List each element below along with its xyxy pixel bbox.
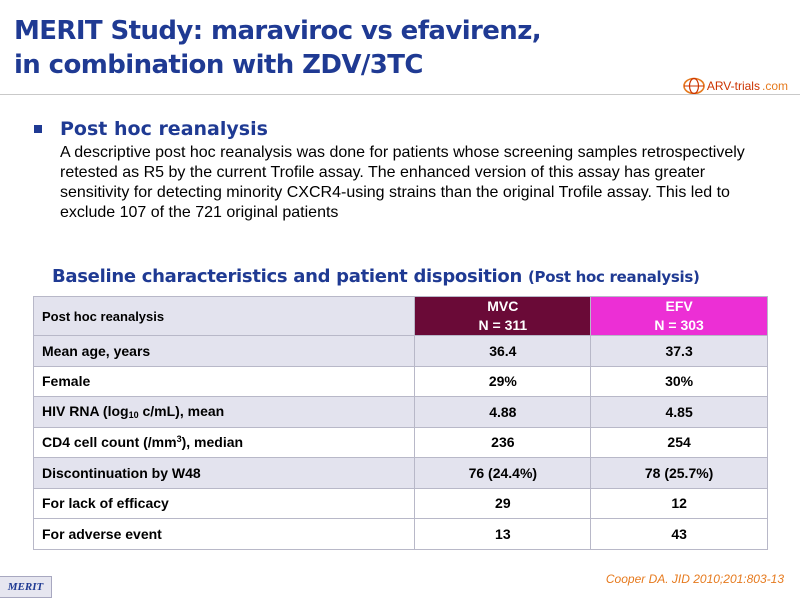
- table-row: Mean age, years 36.4 37.3: [32, 335, 768, 367]
- logo-text: ARV-trials: [706, 79, 760, 93]
- logo-domain: .com: [761, 79, 788, 93]
- row-mvc-value: 236: [414, 426, 592, 458]
- globe-icon: [683, 77, 705, 95]
- row-efv-value: 254: [590, 426, 768, 458]
- row-label: For adverse event: [32, 518, 416, 550]
- header-label-cell: Post hoc reanalysis: [32, 296, 416, 336]
- header-mvc-cell: MVC N = 311: [414, 296, 592, 336]
- table-header-row: Post hoc reanalysis MVC N = 311 EFV N = …: [32, 296, 768, 336]
- table-row: HIV RNA (log10 c/mL), mean 4.88 4.85: [32, 396, 768, 428]
- row-mvc-value: 76 (24.4%): [414, 457, 592, 489]
- row-label: Mean age, years: [32, 335, 416, 367]
- title-divider: [0, 94, 800, 95]
- table-row: Female 29% 30%: [32, 365, 768, 397]
- slide-title: MERIT Study: maraviroc vs efavirenz, in …: [14, 14, 574, 82]
- row-label: Female: [32, 365, 416, 397]
- row-efv-value: 30%: [590, 365, 768, 397]
- row-efv-value: 12: [590, 487, 768, 519]
- row-efv-value: 78 (25.7%): [590, 457, 768, 489]
- arv-trials-logo: ARV-trials .com: [683, 76, 788, 96]
- section-title-sub: (Post hoc reanalysis): [527, 268, 700, 286]
- row-label: Discontinuation by W48: [32, 457, 416, 489]
- slide-title-line-2: in combination with ZDV/3TC: [14, 50, 423, 80]
- row-mvc-value: 29: [414, 487, 592, 519]
- header-efv-name: EFV: [665, 298, 693, 314]
- bullet-body-text: A descriptive post hoc reanalysis was do…: [60, 144, 745, 221]
- bullet-heading: Post hoc reanalysis: [60, 118, 268, 140]
- table-section-title: Baseline characteristics and patient dis…: [52, 266, 700, 287]
- row-mvc-value: 29%: [414, 365, 592, 397]
- row-label: CD4 cell count (/mm3), median: [32, 426, 416, 458]
- header-mvc-n: N = 311: [478, 317, 528, 333]
- section-title-main: Baseline characteristics and patient dis…: [52, 266, 523, 287]
- citation-text: Cooper DA. JID 2010;201:803-13: [605, 572, 784, 586]
- row-mvc-value: 4.88: [414, 396, 592, 428]
- row-efv-value: 4.85: [590, 396, 768, 428]
- table-row: For adverse event 13 43: [32, 518, 768, 550]
- row-mvc-value: 13: [414, 518, 592, 550]
- row-efv-value: 43: [590, 518, 768, 550]
- row-label-subscript: 10: [128, 410, 139, 421]
- row-label-prefix: CD4 cell count (/mm: [42, 434, 177, 451]
- row-label-superscript: 3: [176, 434, 182, 445]
- square-bullet-icon: [34, 125, 42, 133]
- row-label-prefix: HIV RNA (log: [42, 403, 129, 420]
- row-efv-value: 37.3: [590, 335, 768, 367]
- row-label-suffix: c/mL), mean: [138, 403, 225, 420]
- slide-title-line-1: MERIT Study: maraviroc vs efavirenz,: [14, 16, 542, 46]
- header-mvc-name: MVC: [487, 298, 519, 314]
- merit-footer-tag: MERIT: [0, 576, 52, 598]
- row-label-suffix: ), median: [181, 434, 244, 451]
- table-row: Discontinuation by W48 76 (24.4%) 78 (25…: [32, 457, 768, 489]
- baseline-characteristics-table: Post hoc reanalysis MVC N = 311 EFV N = …: [32, 296, 768, 550]
- bullet-item: Post hoc reanalysis: [34, 118, 268, 140]
- table-row: CD4 cell count (/mm3), median 236 254: [32, 426, 768, 458]
- header-efv-n: N = 303: [654, 317, 704, 333]
- row-label: For lack of efficacy: [32, 487, 416, 519]
- table-row: For lack of efficacy 29 12: [32, 487, 768, 519]
- row-label: HIV RNA (log10 c/mL), mean: [32, 396, 416, 428]
- header-efv-cell: EFV N = 303: [590, 296, 768, 336]
- row-mvc-value: 36.4: [414, 335, 592, 367]
